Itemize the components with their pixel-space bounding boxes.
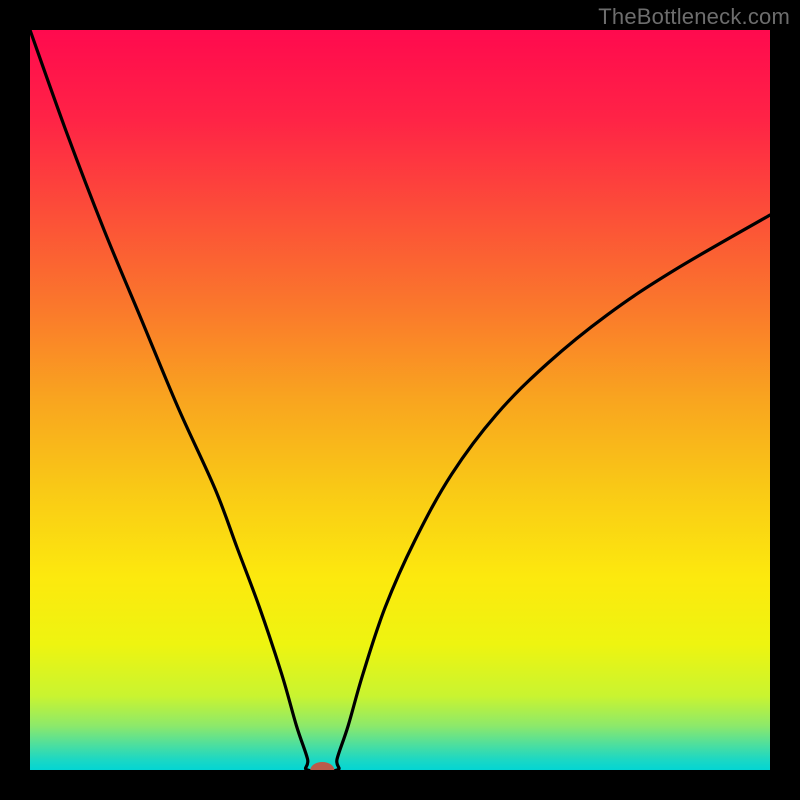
gradient-background [30, 30, 770, 770]
watermark-text: TheBottleneck.com [598, 4, 790, 30]
bottleneck-curve-chart [0, 0, 800, 800]
chart-container: TheBottleneck.com [0, 0, 800, 800]
optimal-point-marker [310, 762, 334, 778]
